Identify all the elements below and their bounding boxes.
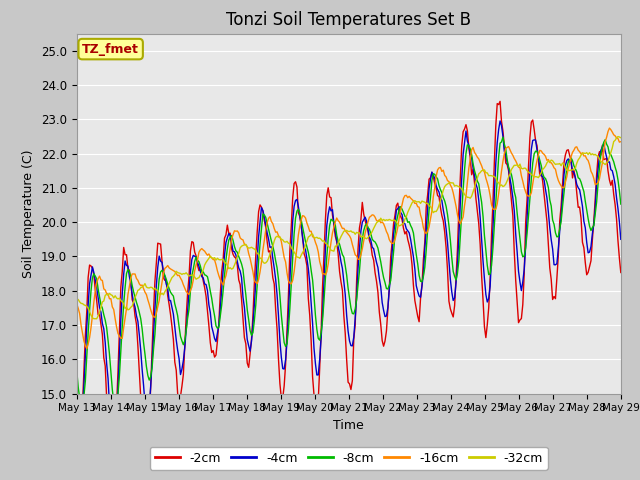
-2cm bbox=[110, 466, 118, 472]
-2cm bbox=[108, 479, 116, 480]
-8cm bbox=[108, 386, 116, 392]
-8cm bbox=[545, 185, 552, 191]
-32cm bbox=[462, 193, 470, 199]
-16cm bbox=[354, 256, 362, 262]
-4cm bbox=[108, 435, 116, 441]
-8cm bbox=[111, 405, 119, 411]
-4cm bbox=[73, 413, 81, 419]
-4cm bbox=[462, 128, 470, 134]
-32cm bbox=[616, 134, 623, 140]
-4cm bbox=[496, 118, 504, 124]
-32cm bbox=[73, 296, 81, 302]
Text: TZ_fmet: TZ_fmet bbox=[82, 43, 139, 56]
Line: -2cm: -2cm bbox=[77, 101, 621, 480]
Line: -16cm: -16cm bbox=[77, 128, 621, 348]
-32cm bbox=[354, 230, 362, 236]
-4cm bbox=[110, 435, 118, 441]
-16cm bbox=[93, 279, 100, 285]
-32cm bbox=[92, 316, 99, 322]
-2cm bbox=[354, 246, 362, 252]
-16cm bbox=[617, 139, 625, 144]
-4cm bbox=[92, 277, 99, 283]
-8cm bbox=[616, 188, 623, 193]
Y-axis label: Soil Temperature (C): Soil Temperature (C) bbox=[22, 149, 35, 278]
-8cm bbox=[354, 282, 362, 288]
-2cm bbox=[496, 98, 504, 104]
-2cm bbox=[545, 242, 552, 248]
-2cm bbox=[616, 255, 623, 261]
-8cm bbox=[462, 151, 470, 156]
Line: -32cm: -32cm bbox=[77, 137, 621, 319]
-16cm bbox=[605, 125, 613, 131]
-8cm bbox=[73, 368, 81, 374]
Line: -4cm: -4cm bbox=[77, 121, 621, 438]
Legend: -2cm, -4cm, -8cm, -16cm, -32cm: -2cm, -4cm, -8cm, -16cm, -32cm bbox=[150, 447, 548, 469]
Line: -8cm: -8cm bbox=[77, 137, 621, 408]
-32cm bbox=[110, 295, 118, 301]
-2cm bbox=[462, 122, 470, 128]
X-axis label: Time: Time bbox=[333, 419, 364, 432]
-4cm bbox=[616, 219, 623, 225]
-4cm bbox=[545, 209, 552, 215]
-2cm bbox=[92, 287, 99, 292]
-32cm bbox=[543, 160, 551, 166]
-32cm bbox=[617, 135, 625, 141]
-16cm bbox=[73, 301, 81, 307]
-16cm bbox=[543, 157, 551, 163]
-16cm bbox=[110, 307, 118, 312]
-4cm bbox=[617, 237, 625, 242]
-32cm bbox=[93, 316, 100, 322]
-8cm bbox=[617, 201, 625, 207]
-2cm bbox=[617, 270, 625, 276]
-16cm bbox=[616, 139, 623, 145]
-4cm bbox=[354, 265, 362, 271]
-8cm bbox=[92, 273, 99, 279]
-32cm bbox=[614, 134, 622, 140]
-2cm bbox=[73, 433, 81, 439]
-16cm bbox=[83, 346, 91, 351]
-16cm bbox=[462, 193, 470, 199]
Title: Tonzi Soil Temperatures Set B: Tonzi Soil Temperatures Set B bbox=[227, 11, 471, 29]
-8cm bbox=[499, 134, 507, 140]
